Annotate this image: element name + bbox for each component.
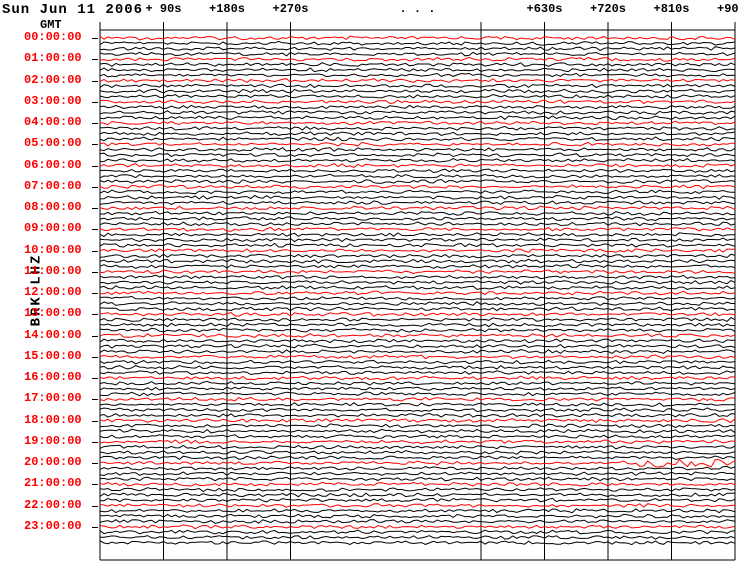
seismic-trace xyxy=(100,79,735,83)
seismic-trace xyxy=(100,307,735,311)
seismic-trace xyxy=(100,254,735,258)
seismic-trace xyxy=(100,286,735,290)
seismic-trace xyxy=(100,323,735,327)
seismic-trace xyxy=(100,222,735,226)
seismic-trace xyxy=(100,201,735,205)
seismic-trace xyxy=(100,68,735,72)
seismic-trace xyxy=(100,233,735,237)
seismic-trace xyxy=(100,111,735,114)
seismic-trace xyxy=(100,392,735,396)
seismic-trace xyxy=(100,339,735,343)
seismic-trace xyxy=(100,355,735,359)
seismic-trace xyxy=(100,174,735,178)
seismic-trace xyxy=(100,148,735,152)
seismic-trace xyxy=(100,116,735,119)
seismic-trace xyxy=(100,212,735,216)
seismic-trace xyxy=(100,95,735,99)
seismic-trace xyxy=(100,137,735,141)
seismic-trace xyxy=(100,477,735,481)
seismic-trace xyxy=(100,63,735,67)
seismic-trace xyxy=(100,488,735,492)
seismic-trace xyxy=(100,259,735,263)
seismic-trace xyxy=(100,424,735,428)
seismic-trace xyxy=(100,142,735,146)
seismic-trace xyxy=(100,190,735,194)
seismic-trace xyxy=(100,350,735,354)
seismic-trace xyxy=(100,281,735,285)
seismic-trace xyxy=(100,334,735,338)
seismic-trace xyxy=(100,238,735,242)
seismic-trace xyxy=(100,291,735,295)
seismic-trace xyxy=(100,265,735,269)
seismic-trace xyxy=(100,217,735,221)
seismic-trace xyxy=(100,84,735,87)
seismic-trace xyxy=(100,536,735,540)
seismic-trace xyxy=(100,451,735,455)
seismic-trace xyxy=(100,73,735,77)
seismic-trace xyxy=(100,509,735,513)
seismogram-chart: { "chart": { "type": "helicorder", "titl… xyxy=(0,0,739,580)
seismic-trace xyxy=(100,387,735,390)
seismic-trace xyxy=(100,100,735,103)
seismic-trace xyxy=(100,381,735,385)
seismic-trace xyxy=(100,185,735,189)
seismic-trace xyxy=(100,164,735,168)
seismic-trace xyxy=(100,460,735,467)
seismic-trace xyxy=(100,105,735,109)
seismic-trace xyxy=(100,504,735,508)
seismic-trace xyxy=(100,419,735,423)
seismic-trace xyxy=(100,414,735,418)
seismic-trace xyxy=(100,498,735,502)
seismic-trace xyxy=(100,530,735,534)
seismic-trace xyxy=(100,467,735,471)
seismic-trace xyxy=(100,360,735,364)
seismic-trace xyxy=(100,169,735,172)
seismic-trace xyxy=(100,313,735,317)
seismic-trace xyxy=(100,36,735,40)
seismic-trace xyxy=(100,249,735,253)
seismic-trace xyxy=(100,318,735,322)
seismic-trace xyxy=(100,227,735,231)
seismic-trace xyxy=(100,132,735,136)
seismogram-plot xyxy=(0,0,739,580)
seismic-trace xyxy=(100,206,735,210)
seismic-trace xyxy=(100,270,735,274)
seismic-trace xyxy=(100,541,735,545)
seismic-trace xyxy=(100,398,735,402)
seismic-trace xyxy=(100,376,735,380)
seismic-trace xyxy=(100,514,735,518)
seismic-trace xyxy=(100,47,735,51)
seismic-trace xyxy=(100,456,735,459)
seismic-trace xyxy=(100,472,735,476)
seismic-trace xyxy=(100,275,735,279)
seismic-trace xyxy=(100,493,735,497)
seismic-trace xyxy=(100,57,735,61)
seismic-trace xyxy=(100,196,735,200)
seismic-trace xyxy=(100,366,735,370)
seismic-trace xyxy=(100,243,735,247)
seismic-trace xyxy=(100,41,735,45)
seismic-trace xyxy=(100,328,735,332)
seismic-trace xyxy=(100,344,735,348)
seismic-trace xyxy=(100,403,735,407)
seismic-trace xyxy=(100,525,735,529)
seismic-trace xyxy=(100,52,735,56)
seismic-trace xyxy=(100,180,735,184)
seismic-trace xyxy=(100,297,735,301)
seismic-trace xyxy=(100,159,735,163)
seismic-trace xyxy=(100,429,735,433)
seismic-trace xyxy=(100,520,735,524)
seismic-trace xyxy=(100,445,735,449)
seismic-trace xyxy=(100,482,735,486)
seismic-trace xyxy=(100,435,735,438)
seismic-trace xyxy=(100,371,735,375)
seismic-trace xyxy=(100,302,735,306)
seismic-trace xyxy=(100,153,735,157)
seismic-trace xyxy=(100,408,735,412)
seismic-trace xyxy=(100,440,735,444)
seismic-trace xyxy=(100,126,735,130)
seismic-trace xyxy=(100,89,735,93)
seismic-trace xyxy=(100,121,735,125)
